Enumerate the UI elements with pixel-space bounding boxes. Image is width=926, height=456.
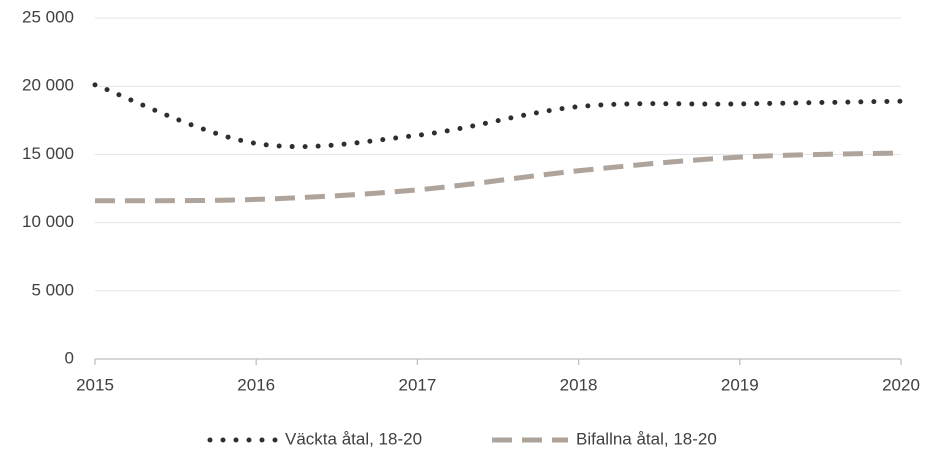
x-tick-label: 2017 bbox=[398, 375, 436, 394]
x-tick-label: 2015 bbox=[76, 375, 114, 394]
series-line bbox=[94, 150, 902, 204]
x-tick-label: 2019 bbox=[721, 375, 759, 394]
x-tick-label: 2018 bbox=[560, 375, 598, 394]
y-tick-label: 15 000 bbox=[22, 144, 74, 163]
y-tick-label: 5 000 bbox=[31, 280, 74, 299]
y-tick-label: 0 bbox=[65, 348, 74, 367]
x-tick-label: 2020 bbox=[882, 375, 920, 394]
y-tick-label: 25 000 bbox=[22, 7, 74, 26]
legend-label: Bifallna åtal, 18-20 bbox=[576, 429, 717, 448]
x-tick-label: 2016 bbox=[237, 375, 275, 394]
legend-label: Väckta åtal, 18-20 bbox=[285, 429, 422, 448]
y-tick-label: 20 000 bbox=[22, 76, 74, 95]
series-line bbox=[92, 82, 904, 150]
y-tick-label: 10 000 bbox=[22, 212, 74, 231]
